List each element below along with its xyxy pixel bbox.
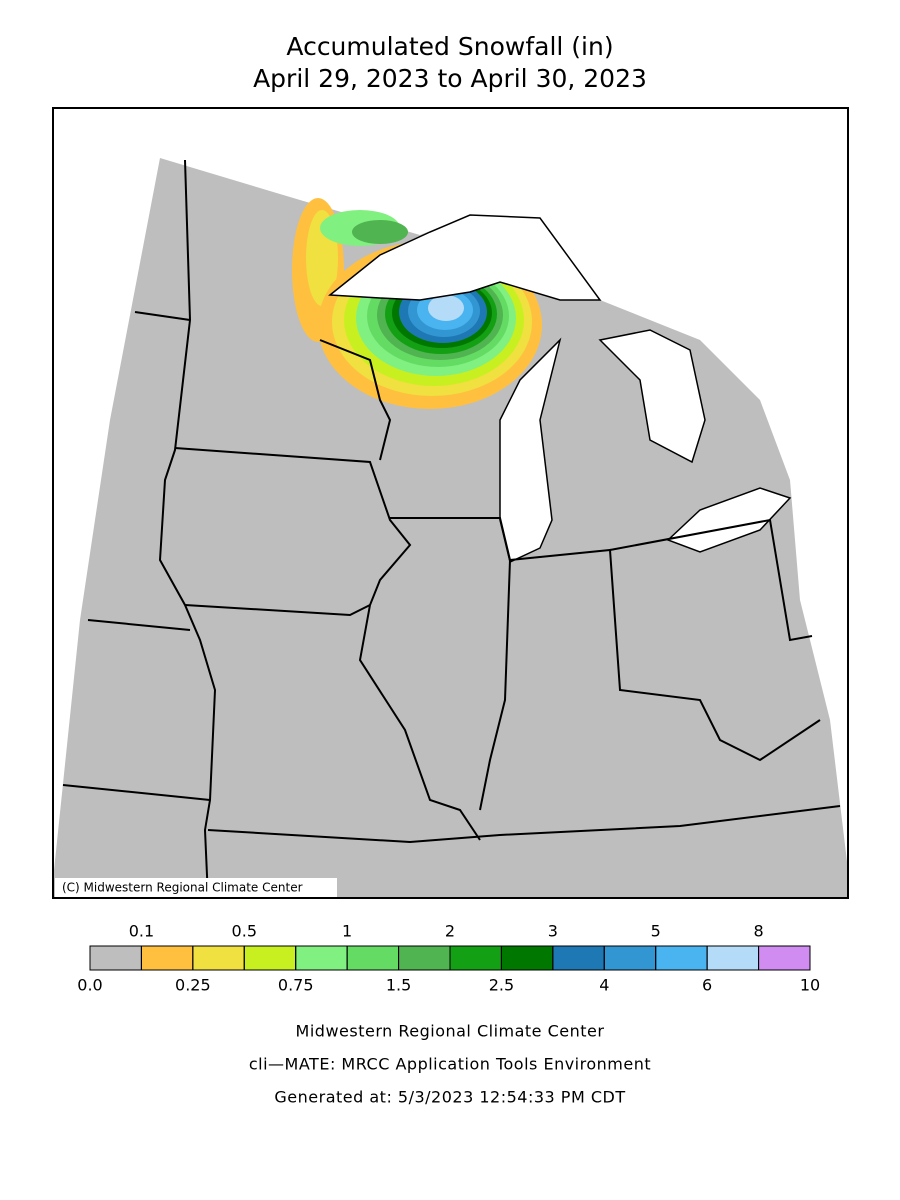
colorbar: 0.0 0.1 0.25 0.5 0.75 1 1.5 2 2.5 3 4 5 6 8 10 <box>77 922 820 995</box>
colorbar-label: 1 <box>342 922 352 941</box>
colorbar-label: 0.1 <box>129 922 154 941</box>
colorbar-label: 0.25 <box>175 976 211 995</box>
colorbar-swatch <box>655 945 708 971</box>
colorbar-swatch <box>243 945 297 971</box>
title-line: April 29, 2023 to April 30, 2023 <box>253 64 647 93</box>
colorbar-swatch <box>192 945 245 971</box>
footer-line: cli—MATE: MRCC Application Tools Environ… <box>249 1055 651 1074</box>
colorbar-swatch <box>89 945 142 971</box>
colorbar-swatch <box>449 945 502 971</box>
footer-line: Midwestern Regional Climate Center <box>296 1022 605 1041</box>
colorbar-swatch <box>398 945 451 971</box>
colorbar-swatch <box>500 945 554 971</box>
map <box>53 158 848 898</box>
colorbar-label: 8 <box>753 922 763 941</box>
colorbar-label: 10 <box>800 976 820 995</box>
colorbar-label: 0.5 <box>232 922 257 941</box>
colorbar-label: 2.5 <box>489 976 514 995</box>
colorbar-swatch <box>758 945 811 971</box>
copyright: (C) Midwestern Regional Climate Center <box>62 881 303 895</box>
colorbar-label: 1.5 <box>386 976 411 995</box>
colorbar-label: 6 <box>702 976 712 995</box>
footer-line: Generated at: 5/3/2023 12:54:33 PM CDT <box>274 1088 625 1107</box>
colorbar-label: 2 <box>445 922 455 941</box>
colorbar-label: 0.75 <box>278 976 314 995</box>
colorbar-swatch <box>295 945 348 971</box>
map-frame <box>52 107 849 899</box>
state-borders <box>62 159 841 898</box>
colorbar-swatch <box>706 945 760 971</box>
colorbar-label: 0.0 <box>77 976 102 995</box>
title-line: Accumulated Snowfall (in) <box>286 32 613 61</box>
colorbar-label: 3 <box>548 922 558 941</box>
colorbar-swatch <box>346 945 400 971</box>
colorbar-swatch <box>603 945 657 971</box>
copyright-box <box>55 878 337 897</box>
colorbar-label: 5 <box>651 922 661 941</box>
lakes <box>328 214 792 564</box>
colorbar-label: 4 <box>599 976 609 995</box>
colorbar-swatch <box>552 945 605 971</box>
colorbar-swatch <box>140 945 194 971</box>
